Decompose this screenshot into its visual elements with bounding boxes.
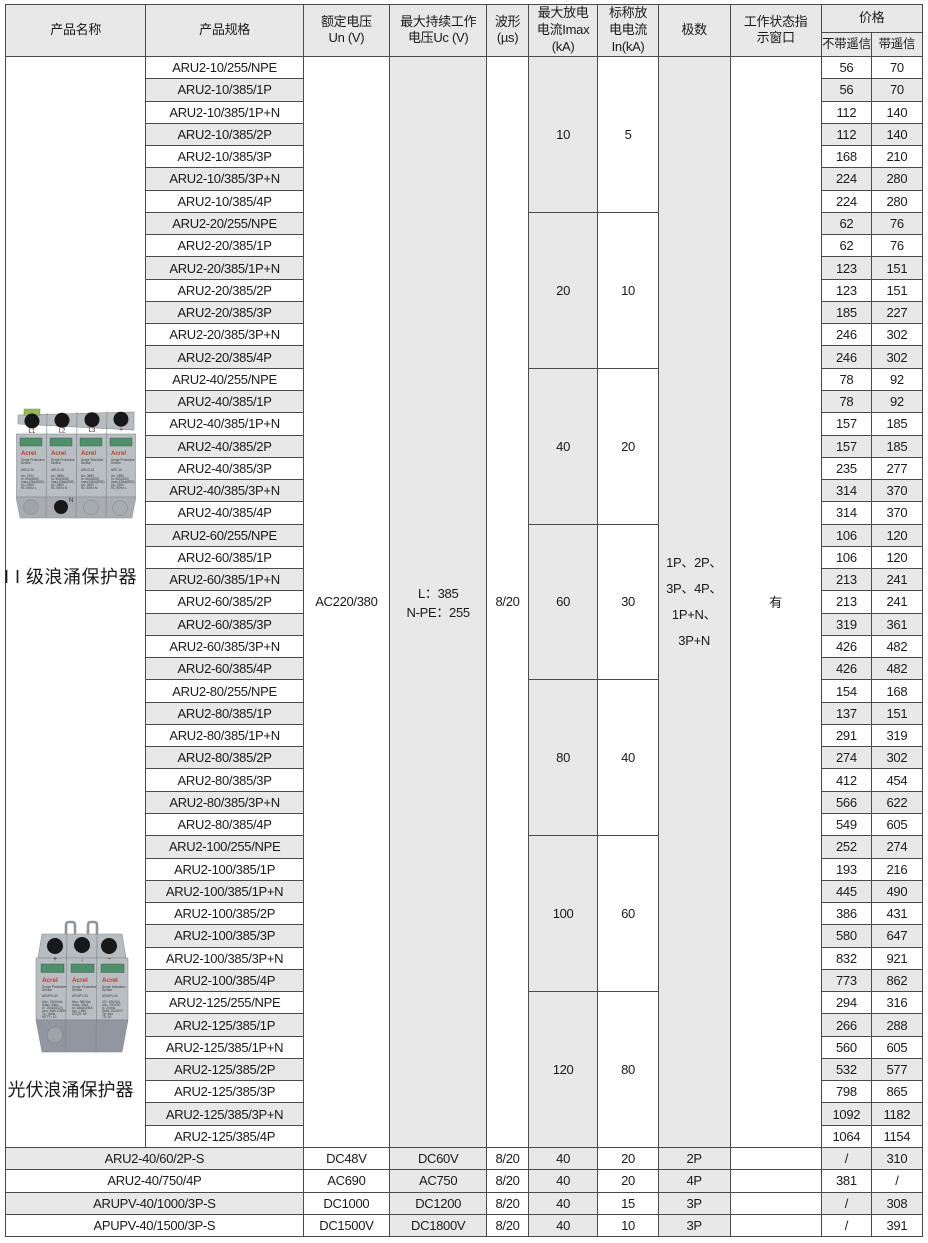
svg-text:RC 50Hz L: RC 50Hz L (111, 486, 127, 490)
svg-text:Acrel: Acrel (81, 451, 96, 457)
svg-text:Acrel: Acrel (42, 977, 58, 984)
svg-text:ARU2-10: ARU2-10 (81, 468, 94, 472)
svg-text:ARUPV-40: ARUPV-40 (72, 994, 88, 998)
svg-text:Device: Device (102, 988, 112, 992)
svg-text:Device: Device (51, 461, 61, 465)
svg-text:NPE-10: NPE-10 (111, 468, 122, 472)
svg-text:Acrel: Acrel (111, 451, 126, 457)
svg-text:Device: Device (72, 988, 82, 992)
svg-text:−: − (107, 956, 111, 963)
svg-text:ARU2-10: ARU2-10 (51, 468, 64, 472)
svg-text:T5: 20: T5: 20 (102, 1015, 112, 1019)
svg-text:Device: Device (21, 461, 31, 465)
svg-text:+: + (119, 427, 123, 434)
svg-text:MTTF: 10: MTTF: 10 (42, 1015, 56, 1019)
svg-text:Acrel: Acrel (72, 977, 88, 984)
svg-text:Device: Device (111, 461, 121, 465)
svg-text:RC 50Hz M: RC 50Hz M (81, 486, 98, 490)
svg-text:Acrel: Acrel (51, 451, 66, 457)
svg-text:L1: L1 (29, 429, 36, 435)
svg-text:RC 50Hz N: RC 50Hz N (51, 486, 68, 490)
svg-text:Acrel: Acrel (102, 977, 118, 984)
svg-text:ARUPV-40: ARUPV-40 (102, 994, 118, 998)
svg-text:Device: Device (42, 988, 52, 992)
svg-text:ARU2-10: ARU2-10 (21, 468, 34, 472)
svg-text:Acrel: Acrel (21, 451, 36, 457)
svg-text:L3: L3 (89, 428, 96, 434)
svg-text:ARUPV-40: ARUPV-40 (42, 994, 58, 998)
svg-text:L2: L2 (59, 429, 66, 435)
svg-text:Device: Device (81, 461, 91, 465)
svg-text:DTQS: 60: DTQS: 60 (72, 1012, 87, 1016)
svg-text:N: N (69, 498, 73, 504)
svg-text:+: + (53, 956, 57, 963)
svg-text:↓: ↓ (81, 957, 84, 963)
svg-text:RC 50Hz L: RC 50Hz L (21, 486, 37, 490)
